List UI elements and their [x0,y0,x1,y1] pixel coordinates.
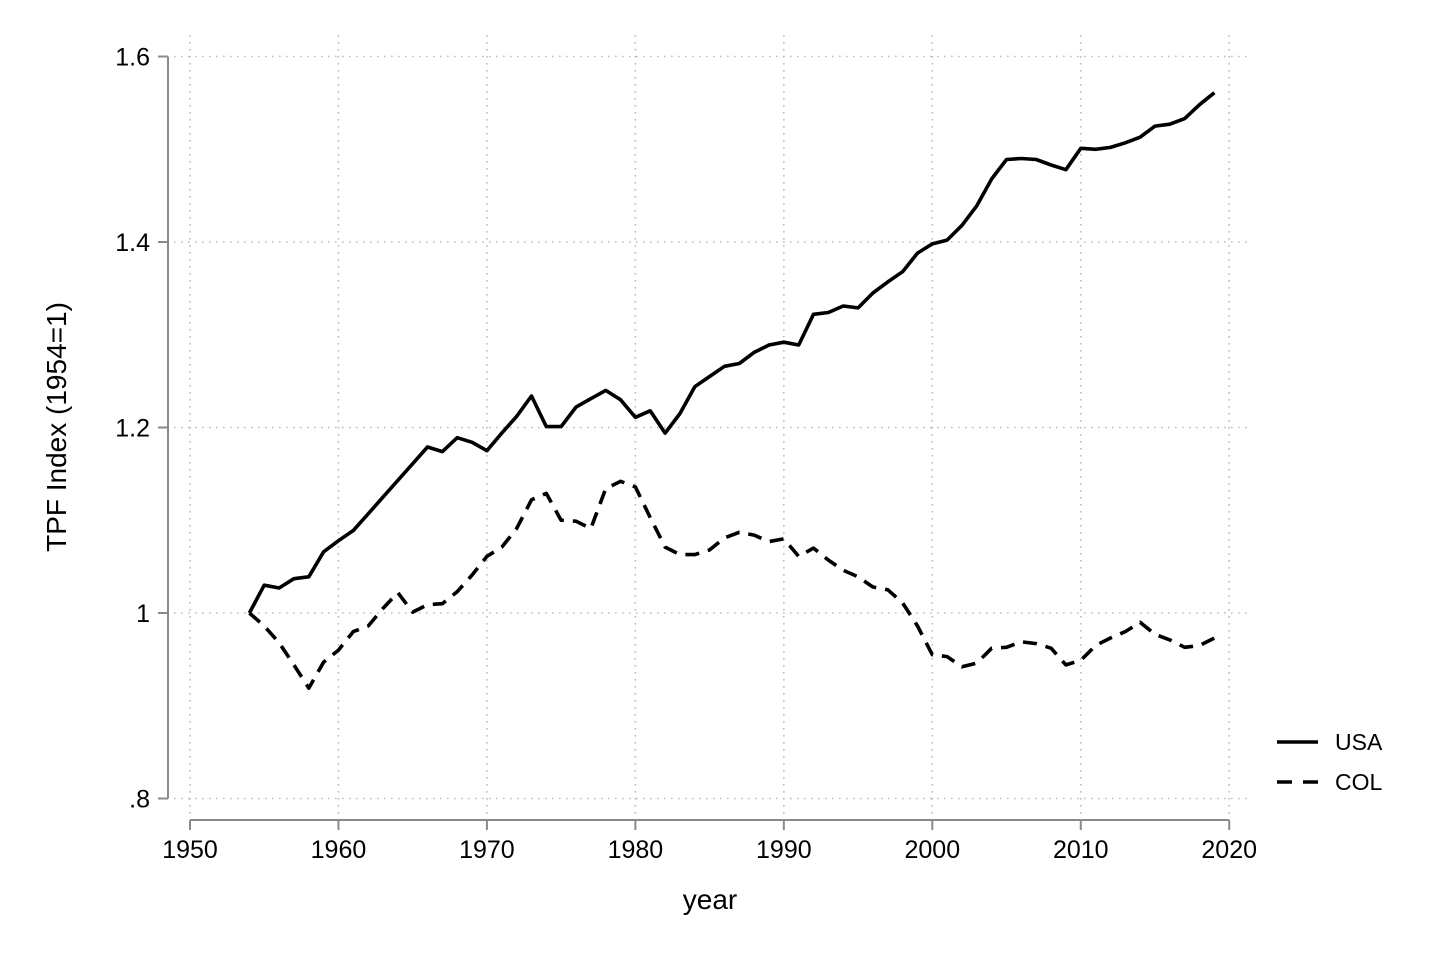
tick-labels: .8 1 1.2 1.4 1.6 1950 1960 1970 1980 1990 2000 2010… [115,44,1257,865]
y-axis-title: TPF Index (1954=1) [41,302,72,552]
legend: USA COL [1277,729,1383,795]
usa-legend-label: USA [1335,729,1383,755]
x-tick-label: 1970 [459,836,515,864]
usa-line-series [247,91,1216,614]
x-tick-label: 1960 [311,836,367,864]
col-line-series [248,479,1216,690]
x-tick-label: 1980 [608,836,664,864]
y-tick-label: 1.4 [115,229,150,257]
gridlines [174,35,1252,816]
x-tick-label: 2020 [1201,836,1257,864]
x-tick-label: 1950 [162,836,218,864]
y-tick-label: 1.6 [115,44,150,72]
y-tick-label: 1.2 [115,415,150,443]
col-legend-label: COL [1335,769,1383,795]
x-axis-title: year [683,884,737,915]
axes [158,55,1231,830]
data-series [247,91,1216,690]
x-tick-label: 2000 [904,836,960,864]
y-tick-label: .8 [129,786,150,814]
x-tick-label: 1990 [756,836,812,864]
y-tick-label: 1 [136,600,150,628]
x-tick-label: 2010 [1053,836,1109,864]
